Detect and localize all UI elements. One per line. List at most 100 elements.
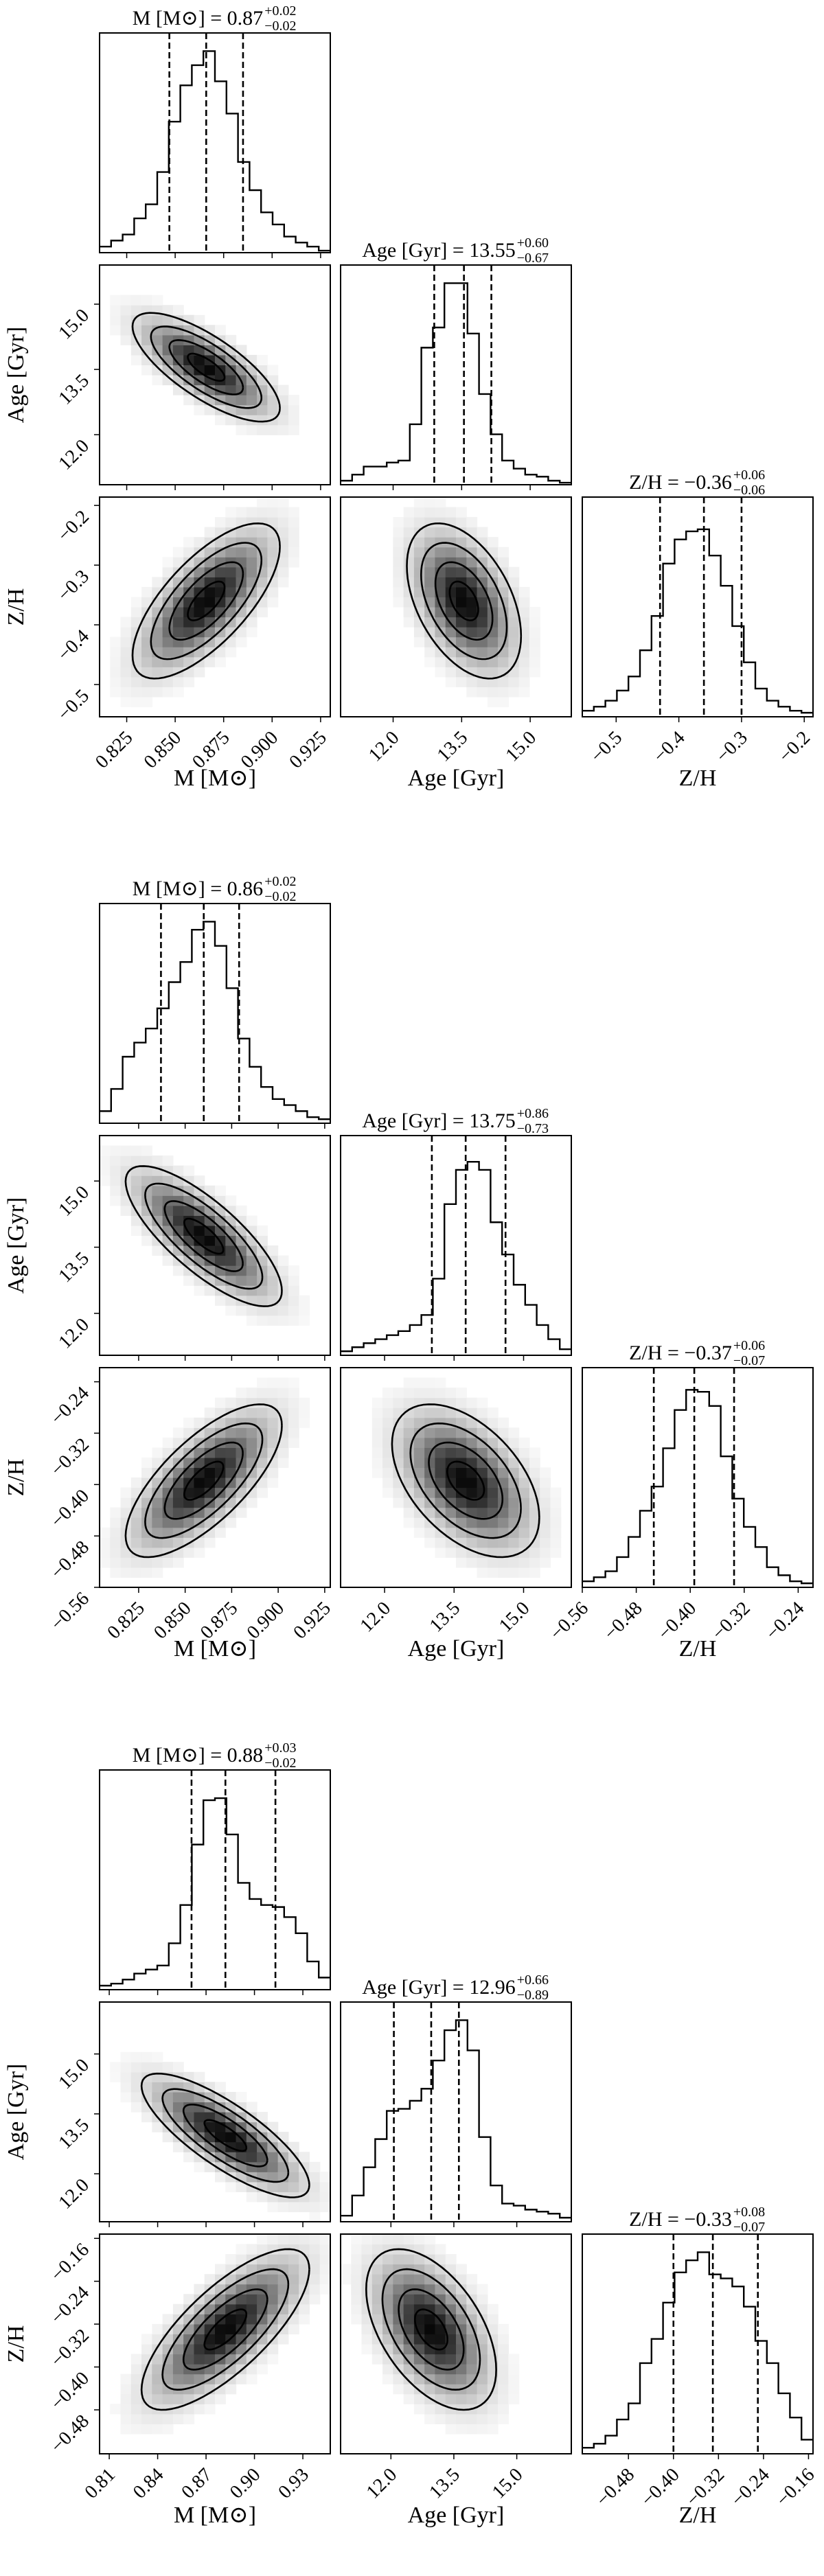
density-cell [267,537,279,548]
contour-0.5-sigma [187,580,226,621]
density-cell [435,2334,446,2345]
x-tick-label: 12.0 [365,727,404,766]
density-cell [194,1547,205,1558]
density-cell [130,295,142,306]
density-cell [413,577,425,588]
density-cell [477,687,488,698]
density-cell [361,2344,373,2355]
density-cell [152,656,163,667]
density-cell [215,607,226,618]
density-cell [393,1388,404,1399]
density-cell [498,557,509,568]
density-cell [204,1185,216,1196]
density-cell [456,1517,467,1528]
density-cell [215,1527,226,1538]
density-cell [257,577,268,588]
density-cell [130,687,142,698]
density-cell [130,2102,142,2113]
density-cell [477,2373,488,2384]
density-cell [529,1467,540,1478]
density-cell [267,1427,279,1438]
density-cell [162,2384,174,2395]
panel-frame [340,2233,572,2454]
density-cell [277,1388,289,1399]
density-cell [162,1155,174,1166]
density-cell [141,365,152,376]
density-cell [435,527,446,538]
density-cell [246,395,258,406]
density-cell [277,557,289,568]
density-cell [424,1407,436,1418]
density-cell [152,2121,163,2132]
density-cell [382,1417,393,1428]
density-cell [225,636,237,647]
density-cell [498,1417,509,1428]
density-cell [100,1537,111,1548]
density-cell [162,566,174,577]
density-cell [183,577,195,588]
y-tick-label: −0.3 [54,566,93,606]
density-cell [162,334,174,345]
density-cell [152,2424,163,2435]
density-cell [120,2071,132,2082]
density-cell [246,1265,258,1276]
density-cell [277,2264,289,2275]
density-cell [393,547,404,557]
density-cell [225,345,237,356]
density-cell [152,2413,163,2424]
density-cell [204,1507,216,1518]
density-cell [435,2294,446,2305]
density-cell [413,1527,425,1538]
density-cell [141,1457,152,1469]
density-cell [456,2334,467,2345]
density-cell [130,2373,142,2384]
density-cell [152,2051,163,2062]
density-cell [403,1397,415,1408]
density-cell [477,2354,488,2365]
density-cell [413,2393,425,2404]
density-cell [288,1427,299,1438]
density-cell [487,1497,499,1508]
density-cell [194,2284,205,2295]
density-cell [194,1477,205,1488]
density-cell [183,2152,195,2163]
density-cell [550,1537,562,1548]
density-cell [204,1235,216,1246]
density-cell [162,1557,174,1568]
density-cell [257,557,268,568]
histogram-zh: −0.5 −0.4 −0.3 −0.2 [582,496,814,767]
density-cell [246,2344,258,2355]
density-cell [267,1437,279,1448]
density-cell [110,2404,122,2415]
density-cell [183,1195,195,1206]
density-cell [194,2161,205,2172]
density-cell [236,547,247,557]
density-cell [152,1155,163,1166]
density-cell [267,1285,279,1296]
density-cell [403,507,415,518]
density-cell [120,2082,132,2093]
density-cell [110,325,122,336]
density-cell [393,2284,404,2295]
density-cell [162,2091,174,2103]
density-cell [550,1507,562,1518]
density-cell [487,586,499,598]
density-cell [236,2132,247,2143]
density-cell [194,1467,205,1478]
density-cell [246,566,258,577]
density-cell [382,2284,393,2295]
density-cell [225,2323,237,2335]
contour-0.5-sigma [448,580,479,621]
density-cell [424,1527,436,1538]
density-cell [288,2181,299,2192]
density-cell [277,1397,289,1408]
x-tick-label: 12.0 [363,2464,402,2503]
density-cell [529,1517,540,1528]
density-cell [172,1427,184,1438]
density-cell [403,2373,415,2384]
density-cell [393,1497,404,1508]
density-cell [194,2121,205,2132]
density-cell [413,566,425,577]
density-cell [424,537,436,548]
density-cell [130,1215,142,1226]
